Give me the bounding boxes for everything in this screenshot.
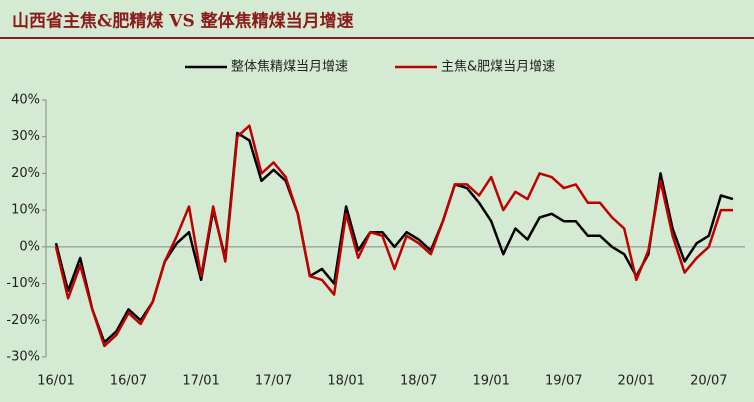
x-tick-label: 17/07	[255, 374, 292, 389]
x-tick-label: 20/01	[618, 374, 655, 389]
chart-title: 山西省主焦&肥精煤 VS 整体焦精煤当月增速	[12, 11, 354, 32]
y-tick-label: 30%	[11, 129, 40, 144]
y-tick-label: -20%	[6, 313, 40, 328]
series-line	[54, 124, 733, 348]
legend-label: 整体焦精煤当月增速	[231, 60, 348, 75]
x-tick-label: 19/01	[472, 374, 509, 389]
y-tick-label: 20%	[11, 166, 40, 181]
x-tick-label: 16/01	[37, 374, 74, 389]
x-tick-label: 17/01	[182, 374, 219, 389]
x-tick-label: 19/07	[545, 374, 582, 389]
y-tick-label: 0%	[19, 239, 40, 254]
x-tick-label: 18/07	[400, 374, 437, 389]
y-tick-label: -30%	[6, 350, 40, 365]
y-tick-label: 40%	[11, 93, 40, 108]
x-tick-label: 16/07	[110, 374, 147, 389]
x-tick-label: 20/07	[690, 374, 727, 389]
x-tick-label: 18/01	[327, 374, 364, 389]
y-tick-label: 10%	[11, 203, 40, 218]
y-tick-label: -10%	[6, 276, 40, 291]
legend-label: 主焦&肥煤当月增速	[441, 60, 555, 75]
